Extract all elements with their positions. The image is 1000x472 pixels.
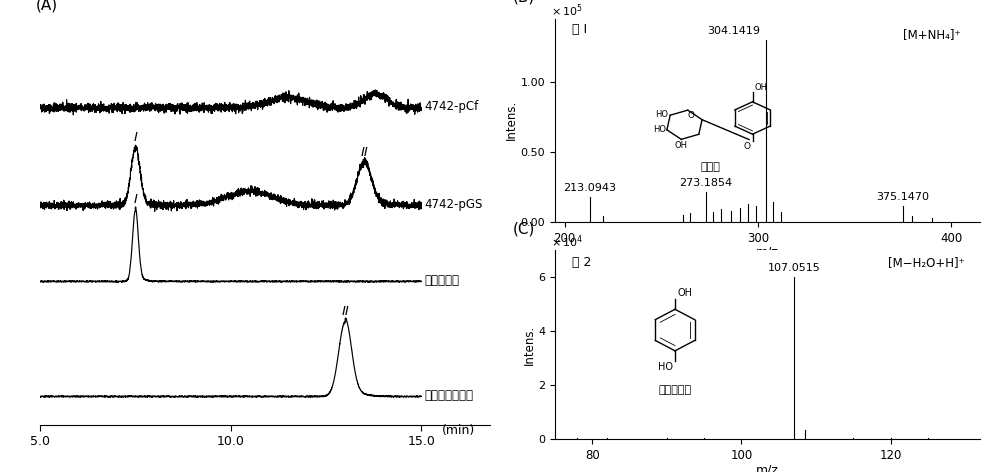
Text: (A): (A) bbox=[36, 0, 58, 12]
X-axis label: m/z: m/z bbox=[756, 246, 779, 259]
Text: O: O bbox=[688, 110, 695, 119]
Text: 对羟基卡醇标品: 对羟基卡醇标品 bbox=[424, 389, 473, 402]
Text: 4742-pGS: 4742-pGS bbox=[424, 198, 483, 211]
Text: 对羟基卡醇: 对羟基卡醇 bbox=[658, 385, 692, 395]
Text: 天麻素标品: 天麻素标品 bbox=[424, 274, 459, 287]
Text: 峰 I: 峰 I bbox=[572, 23, 587, 36]
Text: OH: OH bbox=[674, 141, 687, 150]
Text: $\times\,10^5$: $\times\,10^5$ bbox=[551, 2, 582, 19]
Text: O: O bbox=[744, 142, 751, 151]
Text: HO: HO bbox=[658, 362, 673, 372]
Text: HO: HO bbox=[655, 110, 668, 119]
Text: OH: OH bbox=[754, 83, 767, 92]
Text: (B): (B) bbox=[512, 0, 535, 5]
Text: 107.0515: 107.0515 bbox=[768, 263, 820, 273]
Text: 213.0943: 213.0943 bbox=[563, 183, 616, 193]
Text: 峰 2: 峰 2 bbox=[572, 256, 591, 269]
Text: $\times\,10^4$: $\times\,10^4$ bbox=[551, 234, 583, 250]
Text: I: I bbox=[133, 131, 137, 144]
Text: 304.1419: 304.1419 bbox=[707, 25, 760, 36]
Text: 4742-pCf: 4742-pCf bbox=[424, 101, 479, 113]
Text: 375.1470: 375.1470 bbox=[877, 192, 930, 202]
Text: HO: HO bbox=[653, 125, 666, 134]
Text: OH: OH bbox=[677, 288, 692, 298]
Y-axis label: Intens.: Intens. bbox=[522, 324, 535, 365]
Text: I: I bbox=[133, 194, 137, 206]
Text: 273.1854: 273.1854 bbox=[679, 178, 733, 188]
Text: (C): (C) bbox=[512, 222, 535, 237]
Text: [M−H₂O+H]⁺: [M−H₂O+H]⁺ bbox=[888, 256, 965, 269]
Text: [M+NH₄]⁺: [M+NH₄]⁺ bbox=[903, 28, 961, 41]
Y-axis label: Intens.: Intens. bbox=[505, 100, 518, 141]
X-axis label: m/z: m/z bbox=[756, 463, 779, 472]
Text: (min): (min) bbox=[442, 424, 476, 437]
Text: II: II bbox=[341, 305, 349, 318]
Text: II: II bbox=[360, 145, 368, 159]
Text: 天麻素: 天麻素 bbox=[700, 162, 720, 172]
